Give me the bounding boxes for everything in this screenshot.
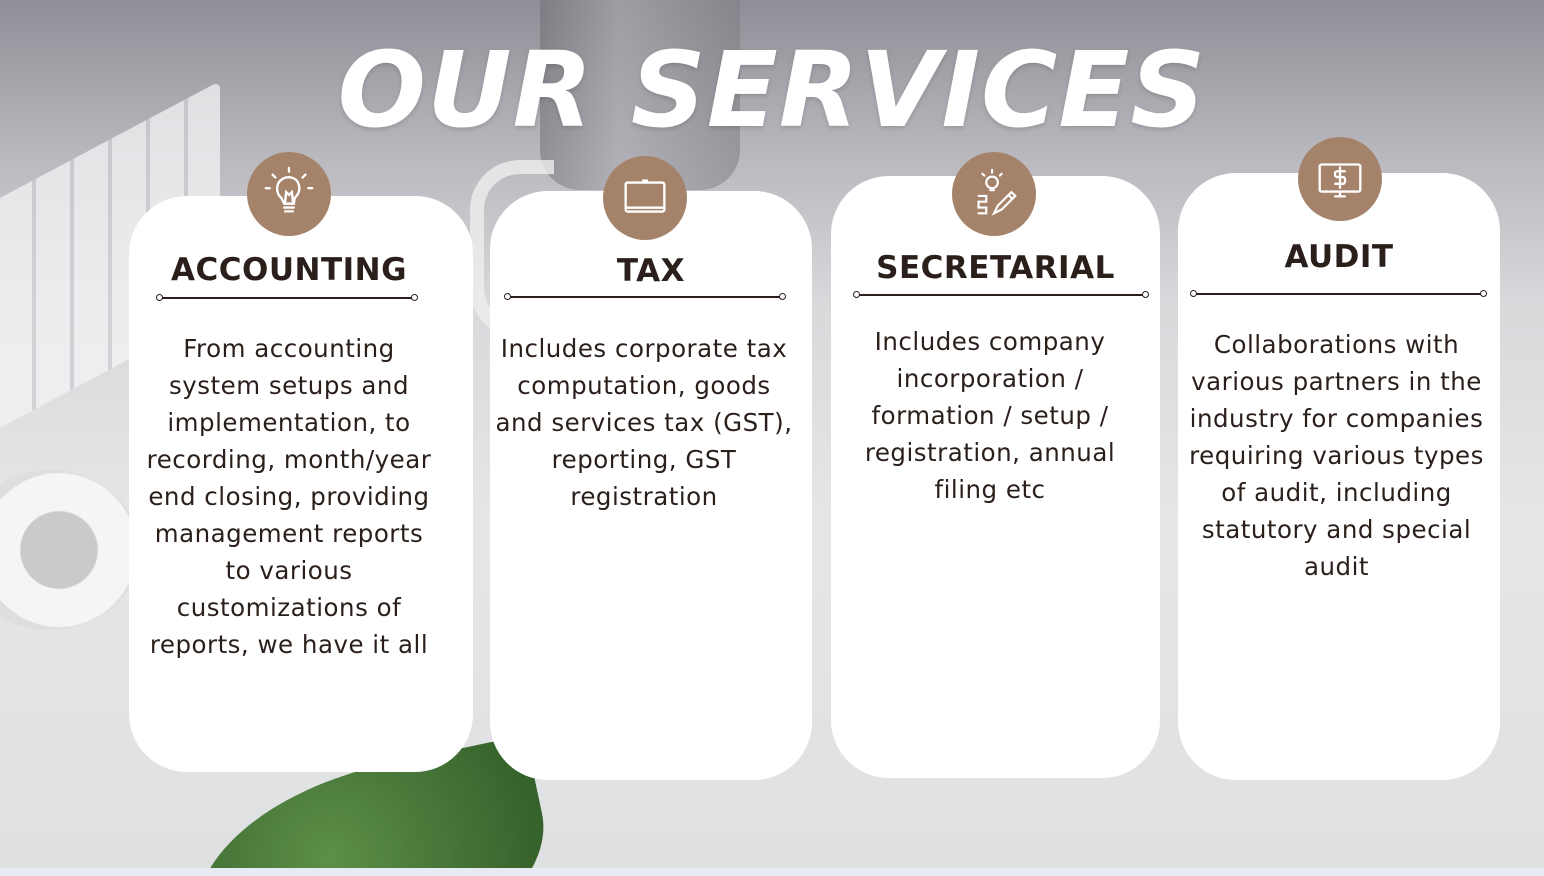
page-title: OUR SERVICES bbox=[337, 29, 1207, 151]
service-title: AUDIT bbox=[1284, 239, 1394, 275]
service-title: SECRETARIAL bbox=[876, 250, 1115, 286]
service-description: Includes company incorporation / formati… bbox=[864, 327, 1116, 504]
lightbulb-icon bbox=[247, 152, 331, 236]
monitor-icon bbox=[603, 156, 687, 240]
service-title: ACCOUNTING bbox=[171, 252, 408, 288]
service-card-audit: AUDIT Collaborations with various partne… bbox=[1178, 173, 1500, 780]
title-divider bbox=[156, 294, 418, 301]
service-card-tax: TAX Includes corporate tax computation, … bbox=[490, 191, 812, 780]
service-description: Includes corporate tax computation, good… bbox=[495, 334, 793, 511]
dollar-screen-icon bbox=[1298, 137, 1382, 221]
title-divider bbox=[853, 291, 1149, 298]
service-description: From accounting system setups and implem… bbox=[146, 334, 432, 659]
service-card-accounting: ACCOUNTING From accounting system setups… bbox=[129, 196, 473, 772]
headphone-decoration bbox=[0, 470, 140, 630]
service-card-secretarial: SECRETARIAL Includes company incorporati… bbox=[831, 176, 1160, 778]
title-divider bbox=[504, 293, 786, 300]
title-divider bbox=[1190, 290, 1487, 297]
service-title: TAX bbox=[616, 253, 686, 289]
idea-writing-icon bbox=[952, 152, 1036, 236]
service-description: Collaborations with various partners in … bbox=[1189, 330, 1484, 581]
bottom-strip bbox=[0, 868, 1544, 876]
